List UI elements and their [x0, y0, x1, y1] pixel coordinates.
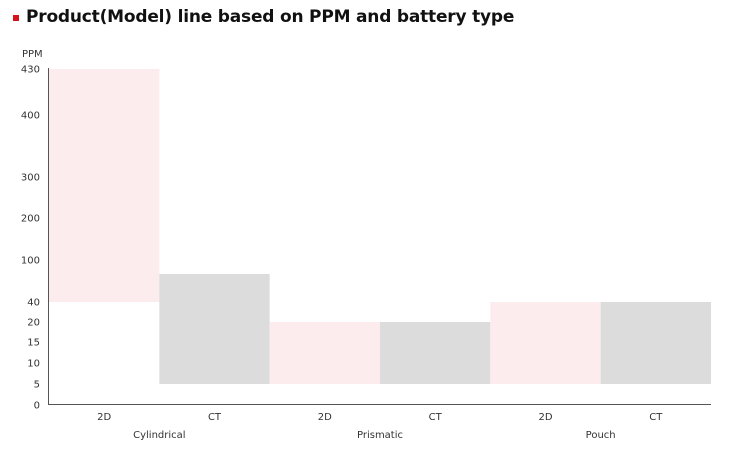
title-bullet-icon [13, 14, 19, 21]
bar-cylindrical-2d [49, 69, 160, 302]
y-tick-label: 400 [21, 111, 40, 122]
y-tick-label: 300 [21, 173, 40, 184]
x-tick-label: 2D [318, 412, 332, 423]
y-tick-label: 10 [27, 359, 40, 370]
y-tick-label: 430 [21, 65, 40, 76]
x-tick-label: CT [649, 412, 663, 423]
chart-title-row: Product(Model) line based on PPM and bat… [13, 5, 514, 29]
y-tick-label: 15 [27, 338, 40, 349]
x-tick-labels: 2D CT 2D CT 2D CT [97, 412, 663, 423]
bar-pouch-ct [600, 302, 711, 384]
group-labels: Cylindrical Prismatic Pouch [133, 430, 616, 441]
x-tick-label: CT [429, 412, 443, 423]
y-tick-label: 200 [21, 214, 40, 225]
bar-prismatic-2d [269, 322, 380, 384]
y-tick-label: 5 [34, 380, 40, 391]
x-tick-label: CT [208, 412, 222, 423]
y-tick-labels: 430 400 300 200 100 40 20 15 10 5 0 [21, 65, 40, 412]
y-tick-label: 100 [21, 256, 40, 267]
group-label: Prismatic [357, 430, 403, 441]
y-tick-label: 40 [27, 298, 40, 309]
group-label: Cylindrical [133, 430, 185, 441]
bar-pouch-2d [490, 302, 601, 384]
chart-title: Product(Model) line based on PPM and bat… [26, 7, 515, 27]
y-tick-label: 0 [34, 401, 40, 412]
y-axis-label: PPM [22, 49, 43, 60]
bars-layer [49, 69, 711, 384]
bar-cylindrical-ct [159, 274, 270, 384]
x-tick-label: 2D [538, 412, 552, 423]
group-label: Pouch [586, 430, 616, 441]
y-tick-label: 20 [27, 318, 40, 329]
bar-prismatic-ct [380, 322, 491, 384]
x-tick-label: 2D [97, 412, 111, 423]
